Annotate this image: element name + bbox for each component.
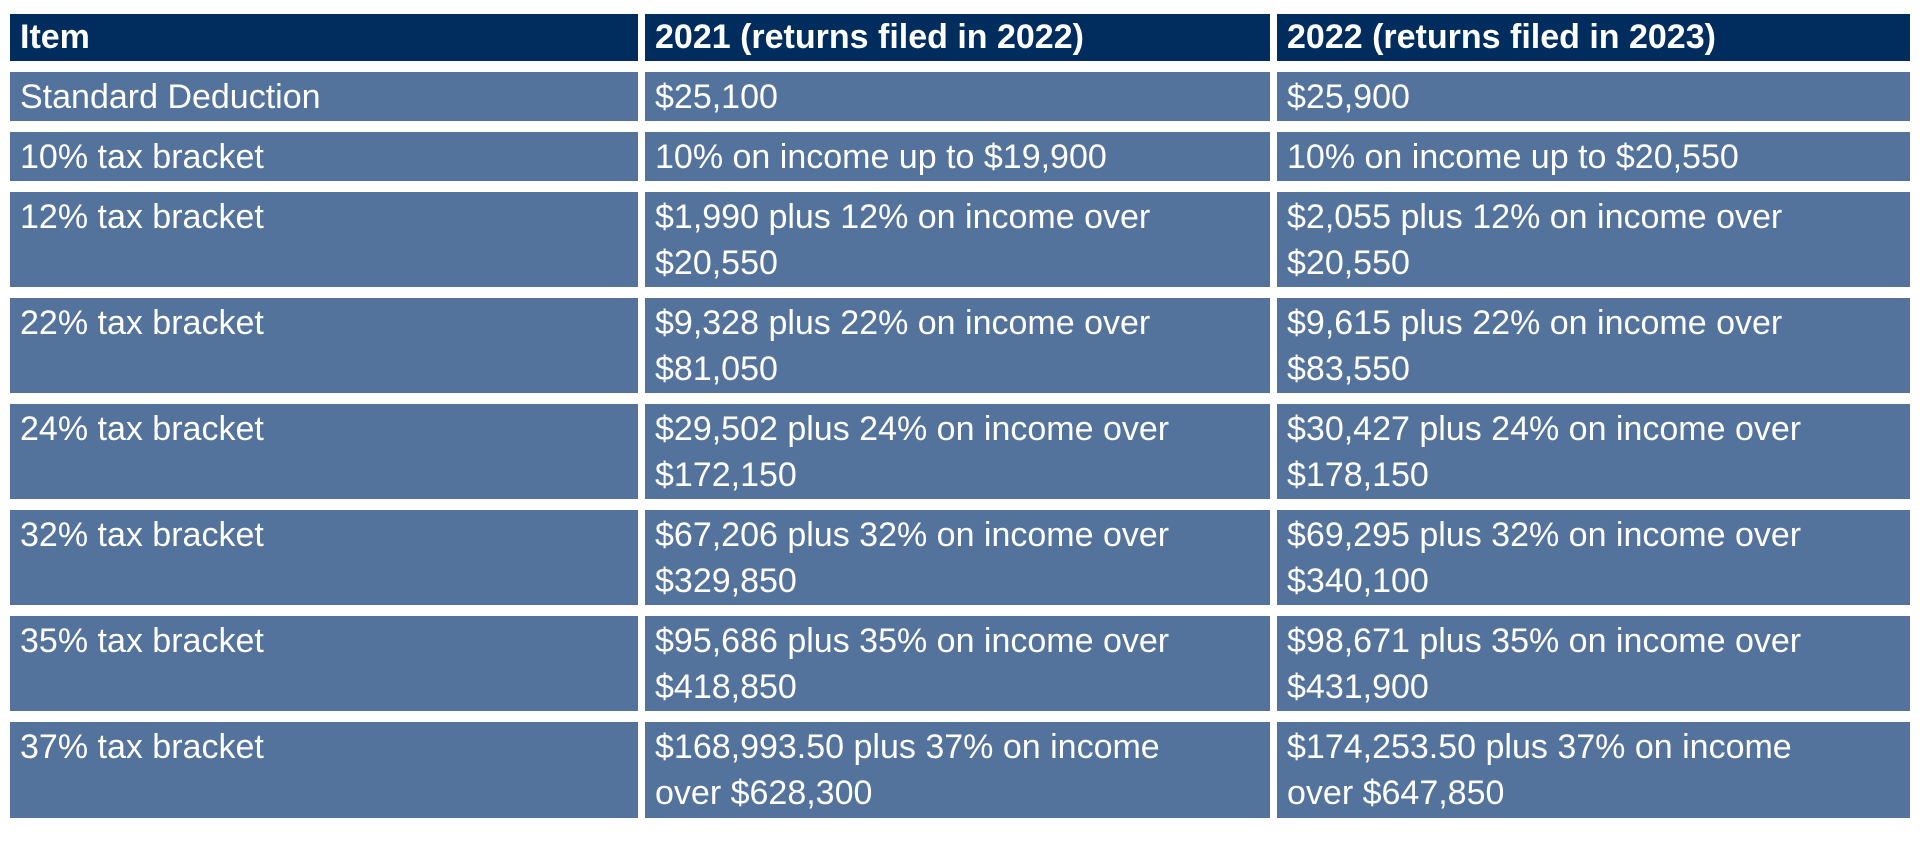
cell-line: $25,100 xyxy=(655,78,778,116)
row-32-bracket-2021: $67,206 plus 32% on income over $329,850 xyxy=(645,510,1270,605)
row-10-bracket-item: 10% tax bracket xyxy=(10,132,638,181)
row-22-bracket-2021: $9,328 plus 22% on income over $81,050 xyxy=(645,298,1270,393)
header-2022: 2022 (returns filed in 2023) xyxy=(1277,14,1910,61)
cell-line: $69,295 plus 32% on income over xyxy=(1287,516,1802,554)
header-item: Item xyxy=(10,14,638,61)
cell-line: $20,550 xyxy=(655,244,778,282)
cell-line: $20,550 xyxy=(1287,244,1410,282)
cell-line: $98,671 plus 35% on income over xyxy=(1287,622,1802,660)
cell-line: $168,993.50 plus 37% on income xyxy=(655,728,1160,766)
cell-line: $25,900 xyxy=(1287,78,1410,116)
row-standard-deduction-2021: $25,100 xyxy=(645,72,1270,121)
row-35-bracket-item: 35% tax bracket xyxy=(10,616,638,711)
cell-line: $30,427 plus 24% on income over xyxy=(1287,410,1802,448)
cell-line: $172,150 xyxy=(655,456,797,494)
cell-line: $83,550 xyxy=(1287,350,1410,388)
cell-line: $178,150 xyxy=(1287,456,1429,494)
cell-line: 10% on income up to $20,550 xyxy=(1287,138,1739,176)
row-12-bracket-2022: $2,055 plus 12% on income over $20,550 xyxy=(1277,192,1910,287)
row-22-bracket-2022: $9,615 plus 22% on income over $83,550 xyxy=(1277,298,1910,393)
row-24-bracket-2022: $30,427 plus 24% on income over $178,150 xyxy=(1277,404,1910,499)
cell-line: $340,100 xyxy=(1287,562,1429,600)
row-37-bracket-2021: $168,993.50 plus 37% on income over $628… xyxy=(645,722,1270,818)
row-35-bracket-2021: $95,686 plus 35% on income over $418,850 xyxy=(645,616,1270,711)
cell-line: $9,328 plus 22% on income over xyxy=(655,304,1151,342)
row-standard-deduction-item: Standard Deduction xyxy=(10,72,638,121)
tax-bracket-table: Item 2021 (returns filed in 2022) 2022 (… xyxy=(10,14,1910,818)
cell-line: $431,900 xyxy=(1287,668,1429,706)
row-32-bracket-2022: $69,295 plus 32% on income over $340,100 xyxy=(1277,510,1910,605)
cell-line: 10% on income up to $19,900 xyxy=(655,138,1107,176)
row-standard-deduction-2022: $25,900 xyxy=(1277,72,1910,121)
row-32-bracket-item: 32% tax bracket xyxy=(10,510,638,605)
cell-line: $174,253.50 plus 37% on income xyxy=(1287,728,1792,766)
cell-line: $67,206 plus 32% on income over xyxy=(655,516,1170,554)
cell-line: $81,050 xyxy=(655,350,778,388)
cell-line: over $647,850 xyxy=(1287,774,1505,812)
row-12-bracket-2021: $1,990 plus 12% on income over $20,550 xyxy=(645,192,1270,287)
cell-line: $29,502 plus 24% on income over xyxy=(655,410,1170,448)
row-35-bracket-2022: $98,671 plus 35% on income over $431,900 xyxy=(1277,616,1910,711)
row-24-bracket-item: 24% tax bracket xyxy=(10,404,638,499)
cell-line: $1,990 plus 12% on income over xyxy=(655,198,1151,236)
row-10-bracket-2021: 10% on income up to $19,900 xyxy=(645,132,1270,181)
cell-line: over $628,300 xyxy=(655,774,873,812)
row-12-bracket-item: 12% tax bracket xyxy=(10,192,638,287)
cell-line: $2,055 plus 12% on income over xyxy=(1287,198,1783,236)
header-2021: 2021 (returns filed in 2022) xyxy=(645,14,1270,61)
row-22-bracket-item: 22% tax bracket xyxy=(10,298,638,393)
row-10-bracket-2022: 10% on income up to $20,550 xyxy=(1277,132,1910,181)
row-24-bracket-2021: $29,502 plus 24% on income over $172,150 xyxy=(645,404,1270,499)
cell-line: $9,615 plus 22% on income over xyxy=(1287,304,1783,342)
row-37-bracket-item: 37% tax bracket xyxy=(10,722,638,818)
cell-line: $95,686 plus 35% on income over xyxy=(655,622,1170,660)
cell-line: $418,850 xyxy=(655,668,797,706)
cell-line: $329,850 xyxy=(655,562,797,600)
row-37-bracket-2022: $174,253.50 plus 37% on income over $647… xyxy=(1277,722,1910,818)
